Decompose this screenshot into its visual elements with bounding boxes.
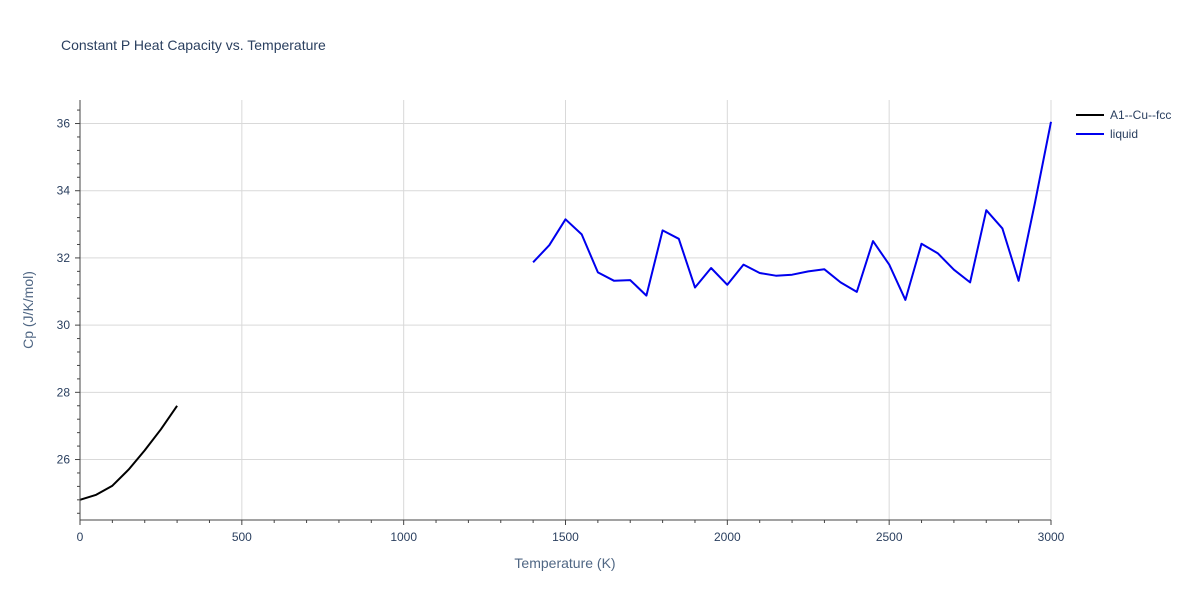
x-axis-title: Temperature (K)	[514, 555, 615, 571]
legend: A1--Cu--fcc liquid	[1076, 108, 1171, 141]
x-tick-label: 500	[232, 530, 252, 544]
x-tick-label: 1000	[390, 530, 417, 544]
series-line-liquid	[532, 121, 1052, 301]
y-tick-label: 36	[57, 117, 71, 131]
chart-title: Constant P Heat Capacity vs. Temperature	[61, 37, 326, 53]
y-tick-label: 34	[57, 184, 71, 198]
series-layer	[79, 121, 1052, 501]
legend-label: liquid	[1110, 127, 1138, 141]
grid-layer	[80, 100, 1052, 520]
x-tick-label: 2500	[876, 530, 903, 544]
x-tick-label: 0	[77, 530, 84, 544]
y-tick-label: 32	[57, 251, 71, 265]
y-axis-title: Cp (J/K/mol)	[20, 271, 36, 349]
y-tick-label: 26	[57, 453, 71, 467]
y-tick-label: 28	[57, 385, 71, 399]
legend-item[interactable]: A1--Cu--fcc	[1076, 108, 1171, 122]
series-line-a1-cu-fcc	[79, 405, 178, 501]
x-tick-label: 2000	[714, 530, 741, 544]
legend-item[interactable]: liquid	[1076, 127, 1138, 141]
y-tick-label: 30	[57, 318, 71, 332]
legend-label: A1--Cu--fcc	[1110, 108, 1171, 122]
x-tick-label: 1500	[552, 530, 579, 544]
x-tick-label: 3000	[1038, 530, 1065, 544]
axis-layer: 0 500 1000 1500 2000 2500 3000 26 28 30 32 34 36	[57, 100, 1065, 544]
